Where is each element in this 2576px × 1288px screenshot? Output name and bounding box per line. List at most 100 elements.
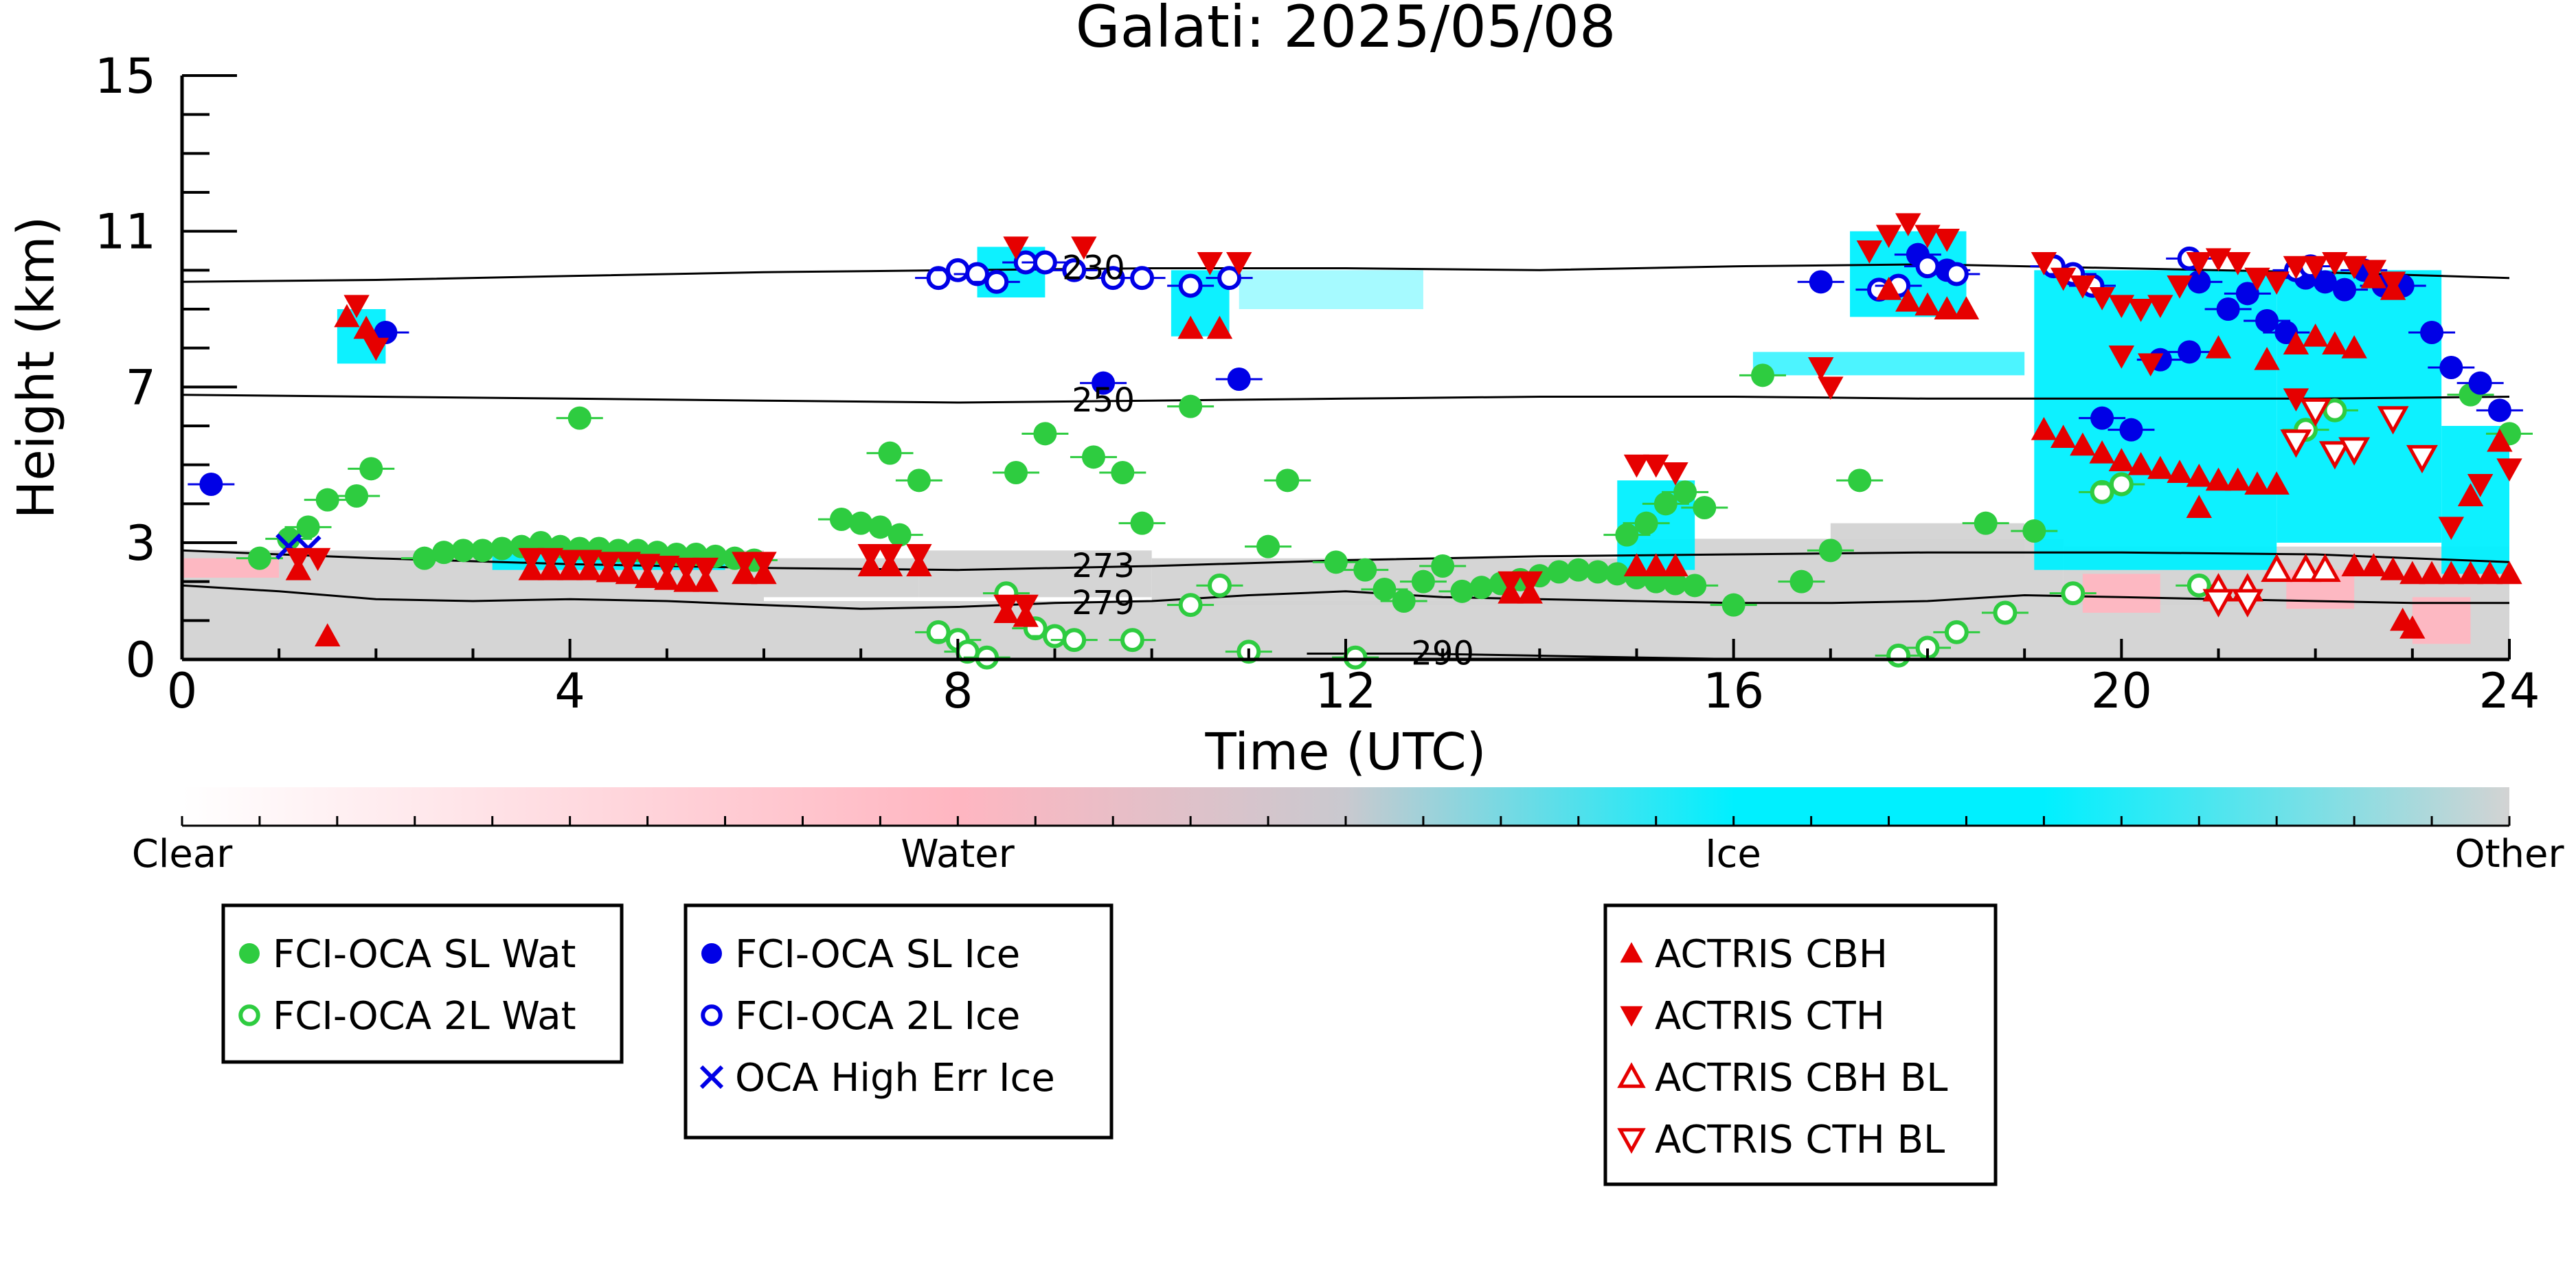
point-shape	[1208, 573, 1232, 598]
point-shape	[2399, 561, 2426, 585]
point	[537, 547, 564, 572]
point	[1226, 252, 1252, 275]
point	[1450, 579, 1474, 603]
point-shape	[2109, 472, 2134, 497]
point	[1469, 576, 1493, 600]
point-shape	[2323, 398, 2347, 422]
point	[1206, 315, 1233, 339]
point	[1392, 589, 1416, 613]
point-shape	[363, 337, 389, 361]
point	[199, 473, 223, 496]
phase-region	[2034, 270, 2277, 570]
point	[926, 266, 951, 291]
point	[907, 468, 931, 493]
point-shape	[2167, 275, 2193, 299]
legend-marker-shape	[238, 1004, 260, 1026]
point	[2322, 252, 2348, 275]
point	[984, 269, 1009, 294]
point	[471, 539, 495, 563]
legend-label: ACTRIS CBH BL	[1655, 1056, 1947, 1100]
point-shape	[537, 547, 564, 572]
point	[2263, 271, 2290, 295]
point	[2323, 398, 2347, 422]
point-shape	[2263, 471, 2290, 495]
point-shape	[2487, 398, 2511, 422]
point	[2235, 282, 2259, 306]
point	[1111, 461, 1135, 484]
point	[1372, 578, 1397, 601]
legend-marker-shape	[1620, 1006, 1643, 1027]
point	[829, 508, 853, 531]
point	[1914, 292, 1941, 316]
point	[2338, 437, 2371, 466]
point-shape	[2333, 278, 2357, 302]
point	[673, 557, 699, 581]
point-shape	[654, 556, 680, 579]
point	[2031, 416, 2057, 440]
point-shape	[2457, 561, 2484, 585]
point	[518, 547, 544, 572]
point-shape	[1586, 560, 1610, 584]
legend-label: OCA High Err Ice	[735, 1056, 1055, 1100]
point-shape	[965, 262, 990, 286]
point	[2090, 479, 2114, 504]
phase-region	[918, 550, 1152, 598]
point	[2263, 471, 2290, 495]
colorbar: Clear Water Ice Other	[132, 787, 2564, 877]
point	[1120, 628, 1144, 653]
point	[1177, 315, 1204, 339]
point	[1178, 593, 1203, 618]
point	[1324, 550, 1348, 574]
x-tick-label: 20	[2091, 663, 2152, 719]
point	[1256, 534, 1280, 558]
point-shape	[2318, 441, 2351, 470]
point	[2147, 295, 2173, 319]
point	[2108, 346, 2135, 369]
point-shape	[359, 457, 383, 481]
point-shape	[2261, 553, 2293, 583]
point-shape	[1875, 225, 1902, 249]
point-shape	[2089, 287, 2115, 310]
point-shape	[1547, 560, 1571, 584]
point-shape	[2283, 256, 2309, 280]
point-shape	[849, 511, 873, 535]
point	[2225, 252, 2251, 275]
legend-3: ACTRIS CBH ACTRIS CTH ACTRIS CBH BL ACTRIS …	[1603, 903, 1998, 1186]
contour-label-273: 273	[1072, 547, 1135, 585]
point-shape	[1615, 523, 1639, 547]
point-shape	[1623, 454, 1650, 478]
point	[1217, 266, 1242, 291]
point-shape	[2108, 295, 2135, 319]
point-shape	[2167, 460, 2193, 483]
point-shape	[2299, 398, 2331, 427]
point-shape	[1818, 376, 1844, 400]
legend-marker-shape	[1617, 1128, 1646, 1154]
legend-1: FCI-OCA SL Wat FCI-OCA 2L Wat	[221, 903, 624, 1064]
point-shape	[2178, 340, 2202, 364]
point	[1944, 620, 1969, 644]
legend-marker-shape	[701, 943, 722, 964]
point	[1197, 252, 1223, 275]
contour-250	[182, 394, 2509, 404]
legend-marker	[701, 1004, 723, 1026]
point	[359, 457, 383, 481]
point-shape	[353, 315, 379, 339]
point-shape	[2147, 455, 2173, 479]
point-shape	[1634, 511, 1658, 535]
point-shape	[2202, 589, 2235, 618]
point-shape	[1895, 288, 1921, 312]
point-shape	[1043, 624, 1067, 648]
point	[1130, 511, 1154, 535]
point-shape	[2313, 270, 2337, 294]
point-shape	[1808, 357, 1834, 381]
point	[2108, 448, 2135, 471]
retrieval-markers	[188, 213, 2533, 670]
point-shape	[751, 552, 777, 576]
point	[2137, 353, 2164, 377]
point-shape	[2380, 556, 2406, 580]
point-shape	[2050, 425, 2077, 448]
point-shape	[1818, 539, 1842, 563]
point	[1032, 250, 1057, 275]
point-shape	[2390, 607, 2416, 631]
